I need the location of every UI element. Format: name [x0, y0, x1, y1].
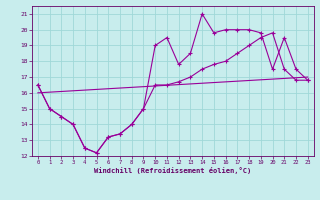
X-axis label: Windchill (Refroidissement éolien,°C): Windchill (Refroidissement éolien,°C) [94, 167, 252, 174]
